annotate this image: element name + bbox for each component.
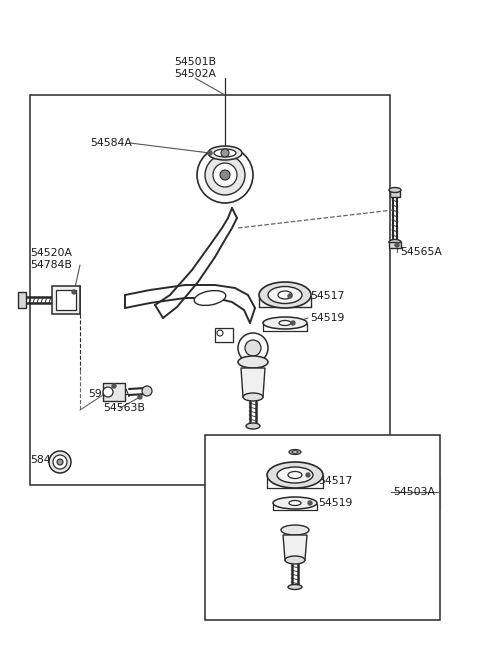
Circle shape: [291, 321, 295, 325]
Circle shape: [213, 163, 237, 187]
Bar: [389, 242, 401, 248]
Bar: [390, 190, 400, 197]
Ellipse shape: [259, 282, 311, 308]
Ellipse shape: [279, 320, 291, 326]
Bar: [52, 286, 80, 314]
Ellipse shape: [289, 449, 301, 455]
Text: 54563B: 54563B: [103, 403, 145, 413]
Text: 54784B: 54784B: [30, 260, 72, 270]
Ellipse shape: [277, 467, 313, 483]
Ellipse shape: [281, 525, 309, 535]
Circle shape: [112, 384, 116, 388]
Ellipse shape: [267, 462, 323, 488]
Ellipse shape: [194, 291, 226, 305]
Circle shape: [138, 395, 142, 399]
Text: 54517: 54517: [310, 291, 344, 301]
Circle shape: [57, 459, 63, 465]
Text: 59627A: 59627A: [88, 389, 130, 399]
Circle shape: [245, 340, 261, 356]
Circle shape: [142, 386, 152, 396]
Ellipse shape: [263, 317, 307, 329]
Ellipse shape: [243, 393, 263, 401]
Text: 54519: 54519: [310, 313, 344, 323]
Polygon shape: [241, 368, 265, 397]
Ellipse shape: [278, 291, 292, 299]
Circle shape: [220, 170, 230, 180]
Ellipse shape: [389, 240, 401, 244]
Text: 54519: 54519: [318, 498, 352, 508]
Text: 58414: 58414: [30, 455, 64, 465]
Circle shape: [103, 387, 113, 397]
Text: 54502A: 54502A: [174, 69, 216, 79]
Circle shape: [238, 333, 268, 363]
Ellipse shape: [288, 472, 302, 479]
Circle shape: [217, 330, 223, 336]
Bar: [215, 328, 233, 342]
Ellipse shape: [268, 286, 302, 303]
Ellipse shape: [285, 556, 305, 564]
Bar: [30, 95, 390, 485]
Text: 54520A: 54520A: [30, 248, 72, 258]
Polygon shape: [283, 535, 307, 560]
Circle shape: [197, 147, 253, 203]
Circle shape: [308, 501, 312, 505]
Bar: [205, 435, 440, 620]
Ellipse shape: [214, 149, 236, 157]
Ellipse shape: [289, 500, 301, 506]
Circle shape: [306, 473, 310, 477]
Circle shape: [72, 290, 76, 294]
Ellipse shape: [246, 423, 260, 429]
Circle shape: [221, 149, 229, 157]
Circle shape: [53, 455, 67, 469]
Text: 54503A: 54503A: [393, 487, 435, 497]
Ellipse shape: [288, 584, 302, 590]
Bar: [56, 290, 76, 310]
Text: 54584A: 54584A: [90, 138, 132, 148]
Text: 54501B: 54501B: [174, 57, 216, 67]
Circle shape: [288, 294, 292, 298]
Ellipse shape: [238, 356, 268, 368]
Ellipse shape: [273, 497, 317, 509]
Circle shape: [205, 155, 245, 195]
Ellipse shape: [389, 187, 401, 193]
Ellipse shape: [292, 451, 298, 453]
Ellipse shape: [208, 146, 242, 160]
Text: 54517: 54517: [318, 476, 352, 486]
Text: 54565A: 54565A: [400, 247, 442, 257]
Circle shape: [395, 243, 399, 247]
Bar: [18, 292, 26, 308]
Circle shape: [208, 151, 212, 155]
Bar: [103, 383, 125, 401]
Circle shape: [49, 451, 71, 473]
